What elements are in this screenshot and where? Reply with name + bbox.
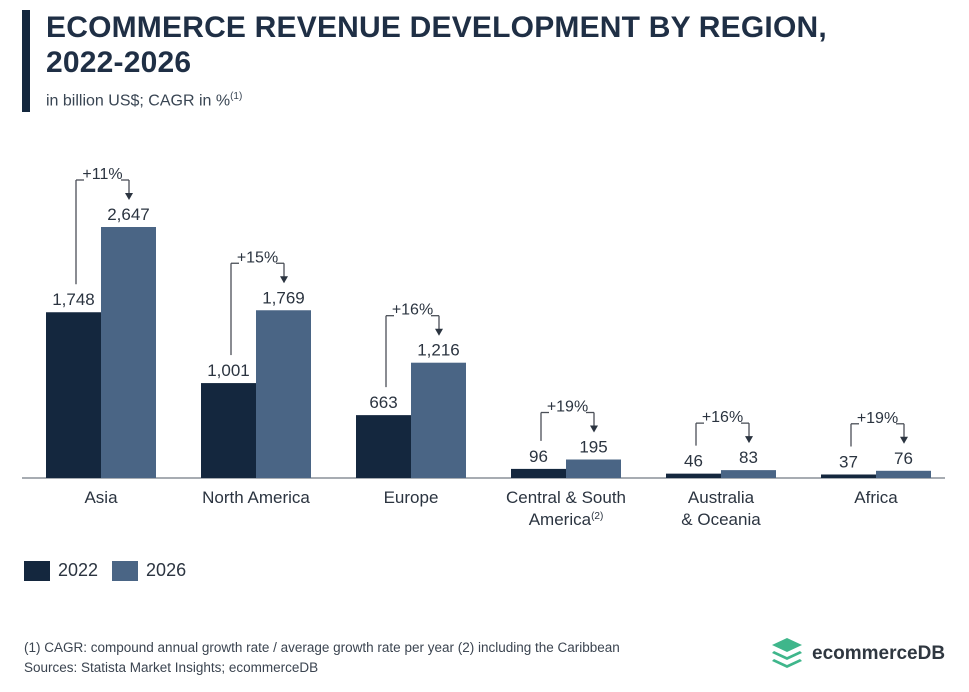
chart-title-line-1: ECOMMERCE REVENUE DEVELOPMENT BY REGION, [46,11,827,44]
chart-subtitle-text: in billion US$; CAGR in % [46,92,231,110]
category-label-2-0: Europe [384,488,439,507]
legend-swatch-2022 [24,560,50,581]
cagr-arrow-head-2 [435,328,443,336]
category-label-3-1: America(2) [529,510,604,529]
bar-2026-5 [876,470,931,478]
value-label-2022-2: 663 [369,393,397,412]
bar-2026-3 [566,459,621,478]
cagr-arrow-head-3 [590,425,598,433]
cagr-label-4: +16% [702,409,743,426]
ecommercedb-logo: ecommerceDB [770,636,945,672]
cagr-arrow-head-5 [900,436,908,444]
bar-2022-5 [821,474,876,478]
value-label-2022-1: 1,001 [207,361,250,380]
legend-item-2022: 2022 [24,560,98,581]
value-label-2026-1: 1,769 [262,288,305,307]
bar-2026-0 [101,227,156,478]
value-label-2022-0: 1,748 [52,290,95,309]
category-label-text: America [529,510,592,529]
bar-2026-4 [721,470,776,478]
legend-item-2026: 2026 [112,560,186,581]
chart-subtitle-footnote-mark: (1) [230,91,243,102]
category-label-3-0: Central & South [506,488,626,507]
category-label-5-0: Africa [854,488,898,507]
chart-subtitle: in billion US$; CAGR in %(1) [46,91,242,110]
bar-2022-1 [201,383,256,478]
cagr-arrow-head-4 [745,436,753,444]
brand-name: ecommerceDB [812,643,946,664]
bar-2022-2 [356,415,411,478]
value-label-2022-5: 37 [839,452,858,471]
bar-2022-0 [46,312,101,478]
chart-title-line-2: 2022-2026 [46,46,192,79]
cagr-label-2: +16% [392,302,433,319]
footnote: (1) CAGR: compound annual growth rate / … [24,638,620,678]
bar-2022-3 [511,468,566,478]
bar-chart: 1,748 2,647 +11% Asia 1,001 1,769 +15% North Am… [22,166,945,529]
stacked-layers-icon [772,638,802,668]
legend: 2022 2026 [24,560,200,581]
category-label-1-0: North America [202,488,310,507]
cagr-arrow-head-0 [125,193,133,200]
category-label-4-0: Australia [688,488,755,507]
value-label-2026-0: 2,647 [107,205,150,224]
value-label-2026-3: 195 [579,438,607,457]
category-label-0-0: Asia [84,488,118,507]
cagr-arrow-head-1 [280,276,288,284]
bar-2022-4 [666,473,721,478]
legend-swatch-2026 [112,560,139,581]
chart-title: ECOMMERCE REVENUE DEVELOPMENT BY REGION,… [46,10,926,80]
legend-label-2026: 2026 [146,560,187,580]
category-label-footnote: (2) [591,511,603,522]
bar-2026-2 [411,362,466,478]
category-label-4-1: & Oceania [681,510,761,529]
title-accent-bar [22,10,30,112]
footnote-text: (1) CAGR: compound annual growth rate / … [24,640,620,655]
cagr-label-0: +11% [82,166,122,183]
value-label-2026-2: 1,216 [417,341,460,360]
legend-label-2022: 2022 [58,560,99,580]
cagr-label-1: +15% [237,249,278,266]
value-label-2022-3: 96 [529,447,548,466]
sources-text: Sources: Statista Market Insights; ecomm… [24,660,319,675]
value-label-2026-5: 76 [894,449,913,468]
value-label-2026-4: 83 [739,448,758,467]
cagr-label-5: +19% [857,410,898,427]
cagr-label-3: +19% [547,399,588,416]
value-label-2022-4: 46 [684,452,703,471]
bar-2026-1 [256,310,311,478]
